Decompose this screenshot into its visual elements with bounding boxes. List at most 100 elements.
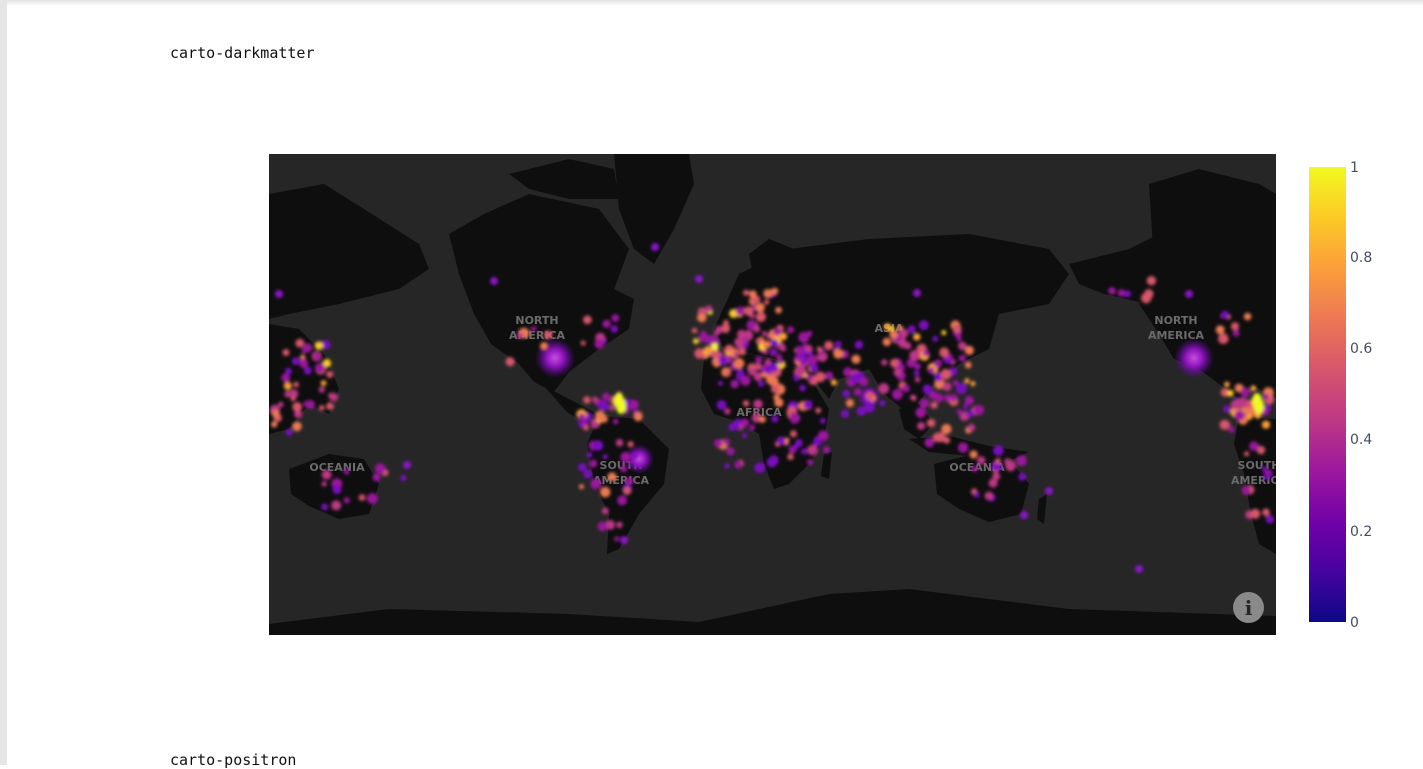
density-point [1263,472,1271,480]
density-point [994,458,1001,465]
density-point [1224,381,1230,388]
left-gutter [0,0,7,765]
density-point [320,380,327,386]
density-point [284,390,291,398]
density-point [277,401,284,408]
density-point [343,468,350,475]
density-point [843,367,853,377]
density-point [743,289,750,296]
density-point [825,371,834,380]
density-point [773,394,780,401]
density-point [964,345,975,355]
place-label: NORTH [515,314,558,327]
land-central-america [544,386,609,426]
density-point [597,521,607,532]
density-point [1016,455,1027,467]
density-point [610,325,618,333]
density-point [771,415,779,423]
density-point [824,340,834,351]
density-point [583,469,593,479]
density-point [964,395,974,406]
density-point [933,359,943,368]
density-point [583,396,591,404]
colorbar-tick: 0 [1350,615,1359,631]
density-point [725,371,731,377]
density-point [608,405,615,411]
density-point [1250,508,1261,519]
density-point [1241,486,1251,495]
density-point [1018,472,1027,481]
density-point [851,354,861,364]
density-point [773,327,782,336]
land-south-america-right [1234,416,1276,554]
density-point [699,332,709,343]
density-point [913,370,920,377]
density-point [605,519,616,530]
density-point [326,402,334,410]
density-point [403,461,411,469]
density-point [285,367,292,375]
density-point [913,289,921,297]
map-canvas[interactable]: NORTH AMERICA SOUTH AMERICA AFRICA ASIA … [269,154,1276,635]
density-point [923,349,930,357]
density-point [932,335,939,342]
density-point [710,349,720,358]
density-point [714,439,723,448]
density-point [755,311,766,322]
density-point [1234,410,1245,421]
density-point [750,296,757,304]
density-point [787,453,794,460]
density-point [769,377,779,387]
density-point [314,341,324,350]
colorbar-tick: 0.6 [1350,341,1373,357]
density-point [730,379,739,389]
land-scandinavia [749,239,794,304]
density-point [531,326,537,332]
density-point [955,383,967,394]
density-point [620,465,628,473]
density-point [807,444,818,456]
density-point [749,424,755,431]
density-point [889,330,898,339]
density-point [854,340,864,349]
density-point [1123,290,1131,298]
density-point [271,421,278,428]
colorbar-tick: 0.8 [1350,250,1373,266]
density-point [716,400,727,410]
density-point [969,450,978,459]
density-point [734,337,743,346]
density-point [853,388,862,396]
density-point [295,338,305,348]
density-point [1265,515,1275,524]
density-point [1240,387,1250,398]
density-point [882,337,891,347]
density-point [753,371,763,381]
density-point [919,398,930,408]
density-point [1246,409,1253,415]
density-point [1230,322,1240,331]
density-point [611,314,620,322]
density-point [1249,441,1259,451]
density-point [595,410,605,421]
density-point [964,361,972,369]
density-point [962,403,969,409]
density-point [601,507,609,515]
density-point [957,442,969,453]
density-point [733,351,739,357]
density-point [1250,385,1257,392]
density-point [761,331,767,336]
density-point [834,341,842,348]
density-point [1230,399,1241,410]
density-map[interactable]: NORTH AMERICA SOUTH AMERICA AFRICA ASIA … [269,154,1276,635]
colorbar [1309,167,1346,622]
density-point [926,418,936,428]
density-point [724,463,730,469]
info-icon[interactable]: i [1233,592,1264,623]
density-point [956,335,962,342]
density-point [711,343,719,351]
density-point [815,407,822,414]
density-point [958,341,967,351]
density-point [911,395,917,401]
density-point [590,478,602,490]
density-point [795,439,803,447]
